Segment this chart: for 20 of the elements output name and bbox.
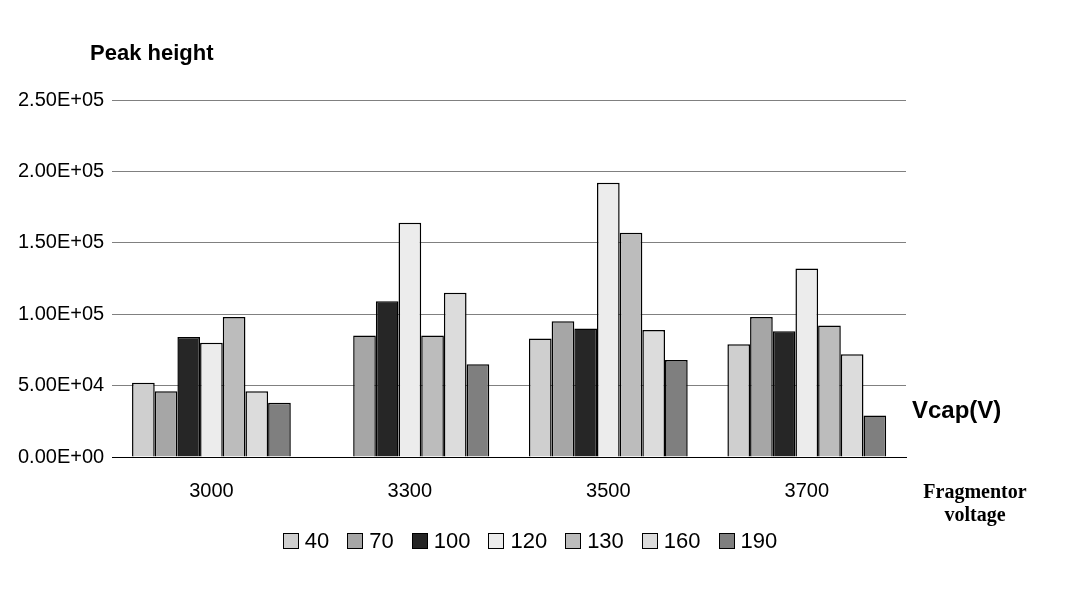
y-tick-label: 1.00E+05 (17, 301, 105, 324)
y-tick-label: 5.00E+04 (17, 373, 105, 396)
legend-label: 130 (587, 528, 624, 554)
y-tick-label: 2.50E+05 (17, 87, 105, 110)
chart-title: Peak height (90, 40, 214, 66)
legend-label: 190 (740, 528, 778, 554)
x-tick-label: 3700 (784, 478, 830, 501)
legend-title: Fragmentor voltage (922, 480, 1028, 526)
legend-label: 70 (369, 528, 394, 554)
y-tick-label: 0.00E+00 (17, 444, 105, 467)
legend-label: 100 (433, 528, 471, 554)
x-tick-label: 3500 (586, 478, 631, 501)
legend-label: 40 (304, 528, 330, 554)
y-tick-label: 1.50E+05 (17, 230, 105, 253)
x-axis-title: Vcap(V) (912, 396, 1002, 424)
legend-label: 160 (663, 528, 701, 554)
x-tick-label: 3300 (387, 478, 433, 501)
x-tick-label: 3000 (189, 478, 234, 501)
y-tick-label: 2.00E+05 (17, 158, 105, 181)
legend-label: 120 (510, 528, 548, 554)
